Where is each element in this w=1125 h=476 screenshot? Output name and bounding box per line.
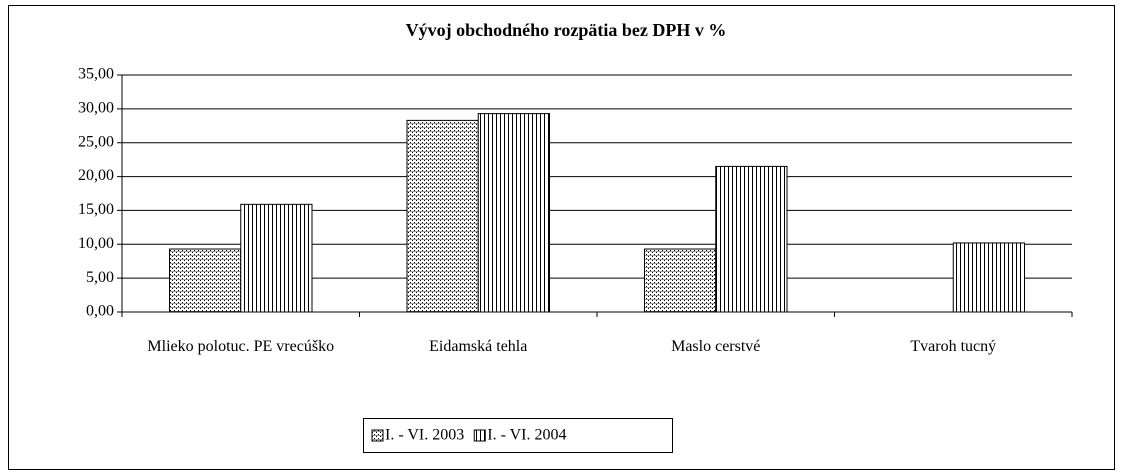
x-tick-label: Tvaroh tucný <box>910 338 997 355</box>
y-tick-label: 35,00 <box>78 66 114 83</box>
legend <box>363 418 673 453</box>
x-tick-label: Maslo cerstvé <box>671 338 761 355</box>
legend-label: I. - VI. 2003 <box>385 427 464 444</box>
legend-swatch <box>371 429 384 442</box>
chart-title: Vývoj obchodného rozpätia bez DPH v % <box>406 20 727 40</box>
bar <box>715 165 788 313</box>
y-tick-label: 30,00 <box>78 100 114 117</box>
y-tick-label: 0,00 <box>86 303 114 320</box>
x-tick-label: Eidamská tehla <box>429 338 528 355</box>
y-tick-label: 15,00 <box>78 201 114 218</box>
bar <box>477 113 550 313</box>
bar <box>169 248 242 313</box>
y-tick-label: 20,00 <box>78 167 114 184</box>
bar <box>952 242 1025 313</box>
chart-frame <box>8 5 1115 470</box>
bar <box>240 203 313 313</box>
bar <box>644 248 717 313</box>
legend-swatch <box>473 429 486 442</box>
legend-label: I. - VI. 2004 <box>487 427 566 444</box>
y-tick-label: 5,00 <box>86 269 114 286</box>
y-tick-label: 25,00 <box>78 133 114 150</box>
x-tick-label: Mlieko polotuc. PE vrecúško <box>147 338 335 355</box>
bar <box>406 119 479 313</box>
y-tick-label: 10,00 <box>78 235 114 252</box>
